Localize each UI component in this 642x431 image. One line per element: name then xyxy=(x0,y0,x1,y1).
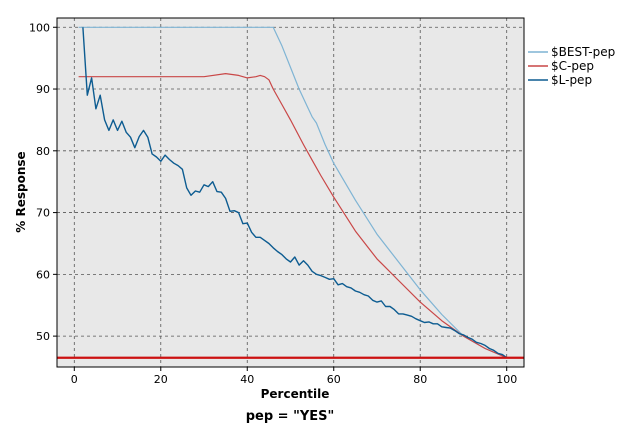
legend-label: $L-pep xyxy=(551,73,592,87)
legend-label: $BEST-pep xyxy=(551,45,615,59)
y-tick-label: 50 xyxy=(36,330,50,343)
x-tick-label: 40 xyxy=(240,373,254,386)
plot-frame xyxy=(56,17,525,368)
x-tick-label: 60 xyxy=(327,373,341,386)
x-tick-label: 100 xyxy=(496,373,517,386)
y-tick-label: 70 xyxy=(36,207,50,220)
y-tick-label: 90 xyxy=(36,83,50,96)
x-tick-label: 80 xyxy=(413,373,427,386)
x-tick-label: 20 xyxy=(154,373,168,386)
series-layer xyxy=(78,26,508,359)
grid-lines xyxy=(57,18,524,367)
x-tick-label: 0 xyxy=(71,373,78,386)
legend-label: $C-pep xyxy=(551,59,594,73)
series-line-l-pep xyxy=(82,27,508,359)
x-axis-title: Percentile xyxy=(261,387,330,401)
series-line-best-pep xyxy=(78,26,507,359)
chart-caption: pep = "YES" xyxy=(246,409,335,424)
plot-area xyxy=(57,18,524,367)
legend: $BEST-pep$C-pep$L-pep xyxy=(528,45,615,87)
y-tick-label: 80 xyxy=(36,145,50,158)
series-line-c-pep xyxy=(78,72,507,359)
y-tick-label: 100 xyxy=(29,21,50,34)
y-axis-title: % Response xyxy=(14,151,28,232)
y-tick-label: 60 xyxy=(36,268,50,281)
axis-ticks: 0 20 40 60 80 100 50 60 70 80 90 100 xyxy=(29,21,517,386)
